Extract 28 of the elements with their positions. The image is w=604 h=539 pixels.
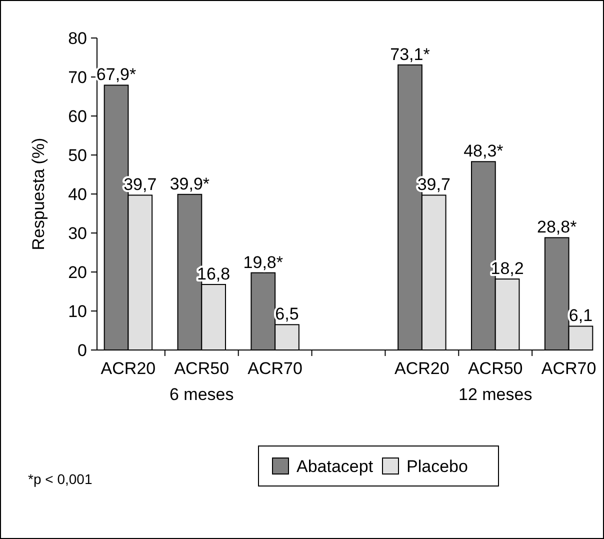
y-tick-label: 60 [68, 106, 87, 126]
data-label: 6,5 [275, 304, 299, 324]
data-label: 6,1 [568, 306, 593, 326]
y-tick-label: 20 [68, 262, 87, 282]
legend-label: Placebo [406, 456, 468, 476]
x-tick-label: ACR70 [541, 359, 596, 378]
data-label: 39,9* [170, 174, 210, 194]
legend-label: Abatacept [296, 456, 374, 476]
text: 12 meses [458, 385, 532, 404]
x-tick-label: ACR50 [174, 359, 230, 378]
y-tick-label: 40 [68, 184, 87, 204]
x-tick-label: ACR20 [100, 359, 156, 378]
x-tick-label: ACR50 [468, 359, 523, 378]
data-label: 19,8* [243, 252, 284, 272]
x-tick-label: ACR70 [248, 359, 302, 378]
y-axis-title: Respuesta (%) [29, 138, 48, 250]
x-tick-label: ACR20 [394, 359, 450, 378]
y-tick-label: 70 [68, 68, 87, 87]
y-tick-label: 10 [68, 302, 87, 321]
data-label: 28,8* [537, 218, 578, 237]
text: 6 meses [170, 385, 234, 404]
data-label: 73,1* [390, 44, 430, 64]
y-tick-label: 30 [68, 224, 87, 243]
y-tick-label: 80 [68, 28, 87, 48]
data-label: 48,3* [464, 142, 504, 161]
text: *p < 0,001 [28, 471, 92, 487]
y-tick-label: 50 [68, 146, 87, 165]
y-tick-label: 0 [78, 340, 87, 360]
